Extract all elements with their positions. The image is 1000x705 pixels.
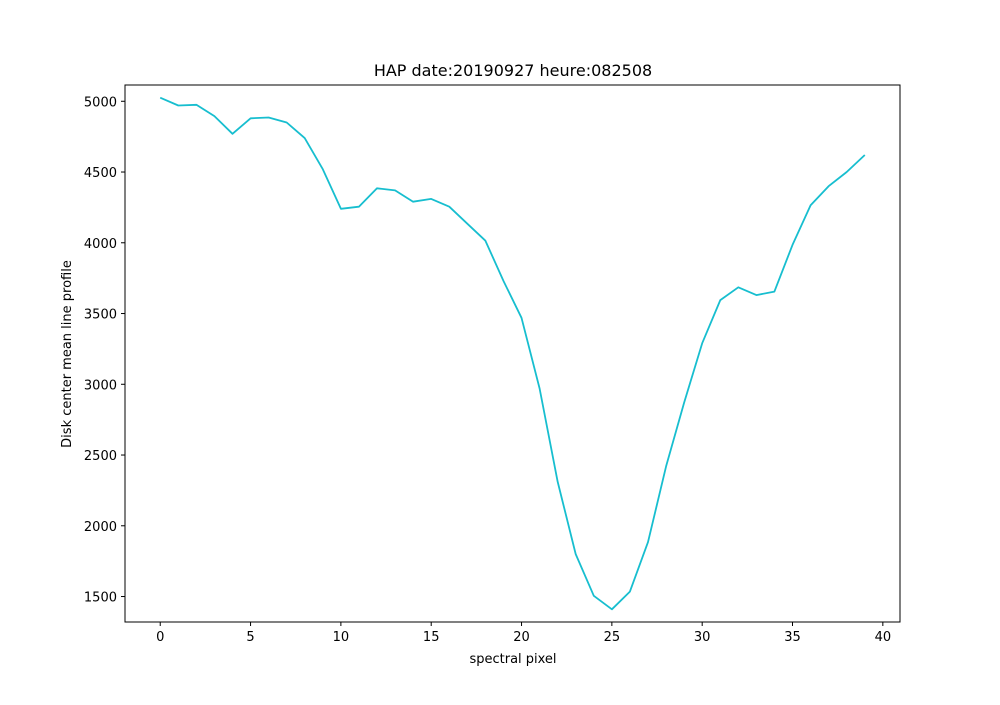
x-tick-label: 40 <box>875 630 892 645</box>
y-tick-label: 3500 <box>84 308 117 323</box>
chart-title: HAP date:20190927 heure:082508 <box>374 61 652 80</box>
y-tick-label: 1500 <box>84 591 117 606</box>
y-tick-label: 2000 <box>84 520 117 535</box>
y-tick-label: 3000 <box>84 378 117 393</box>
x-tick-label: 15 <box>423 630 440 645</box>
y-axis-label: Disk center mean line profile <box>60 260 75 448</box>
x-tick-label: 20 <box>513 630 530 645</box>
y-tick-label: 5000 <box>84 95 117 110</box>
x-axis-label: spectral pixel <box>469 652 556 667</box>
y-tick-label: 4500 <box>84 166 117 181</box>
x-tick-label: 25 <box>604 630 621 645</box>
y-tick-label: 4000 <box>84 237 117 252</box>
plot-frame <box>124 84 901 623</box>
x-tick-label: 30 <box>694 630 711 645</box>
y-tick-label: 2500 <box>84 449 117 464</box>
x-tick-label: 5 <box>246 630 254 645</box>
x-tick-label: 10 <box>333 630 350 645</box>
x-tick-label: 35 <box>784 630 801 645</box>
x-tick-label: 0 <box>156 630 164 645</box>
series-line <box>159 96 866 611</box>
